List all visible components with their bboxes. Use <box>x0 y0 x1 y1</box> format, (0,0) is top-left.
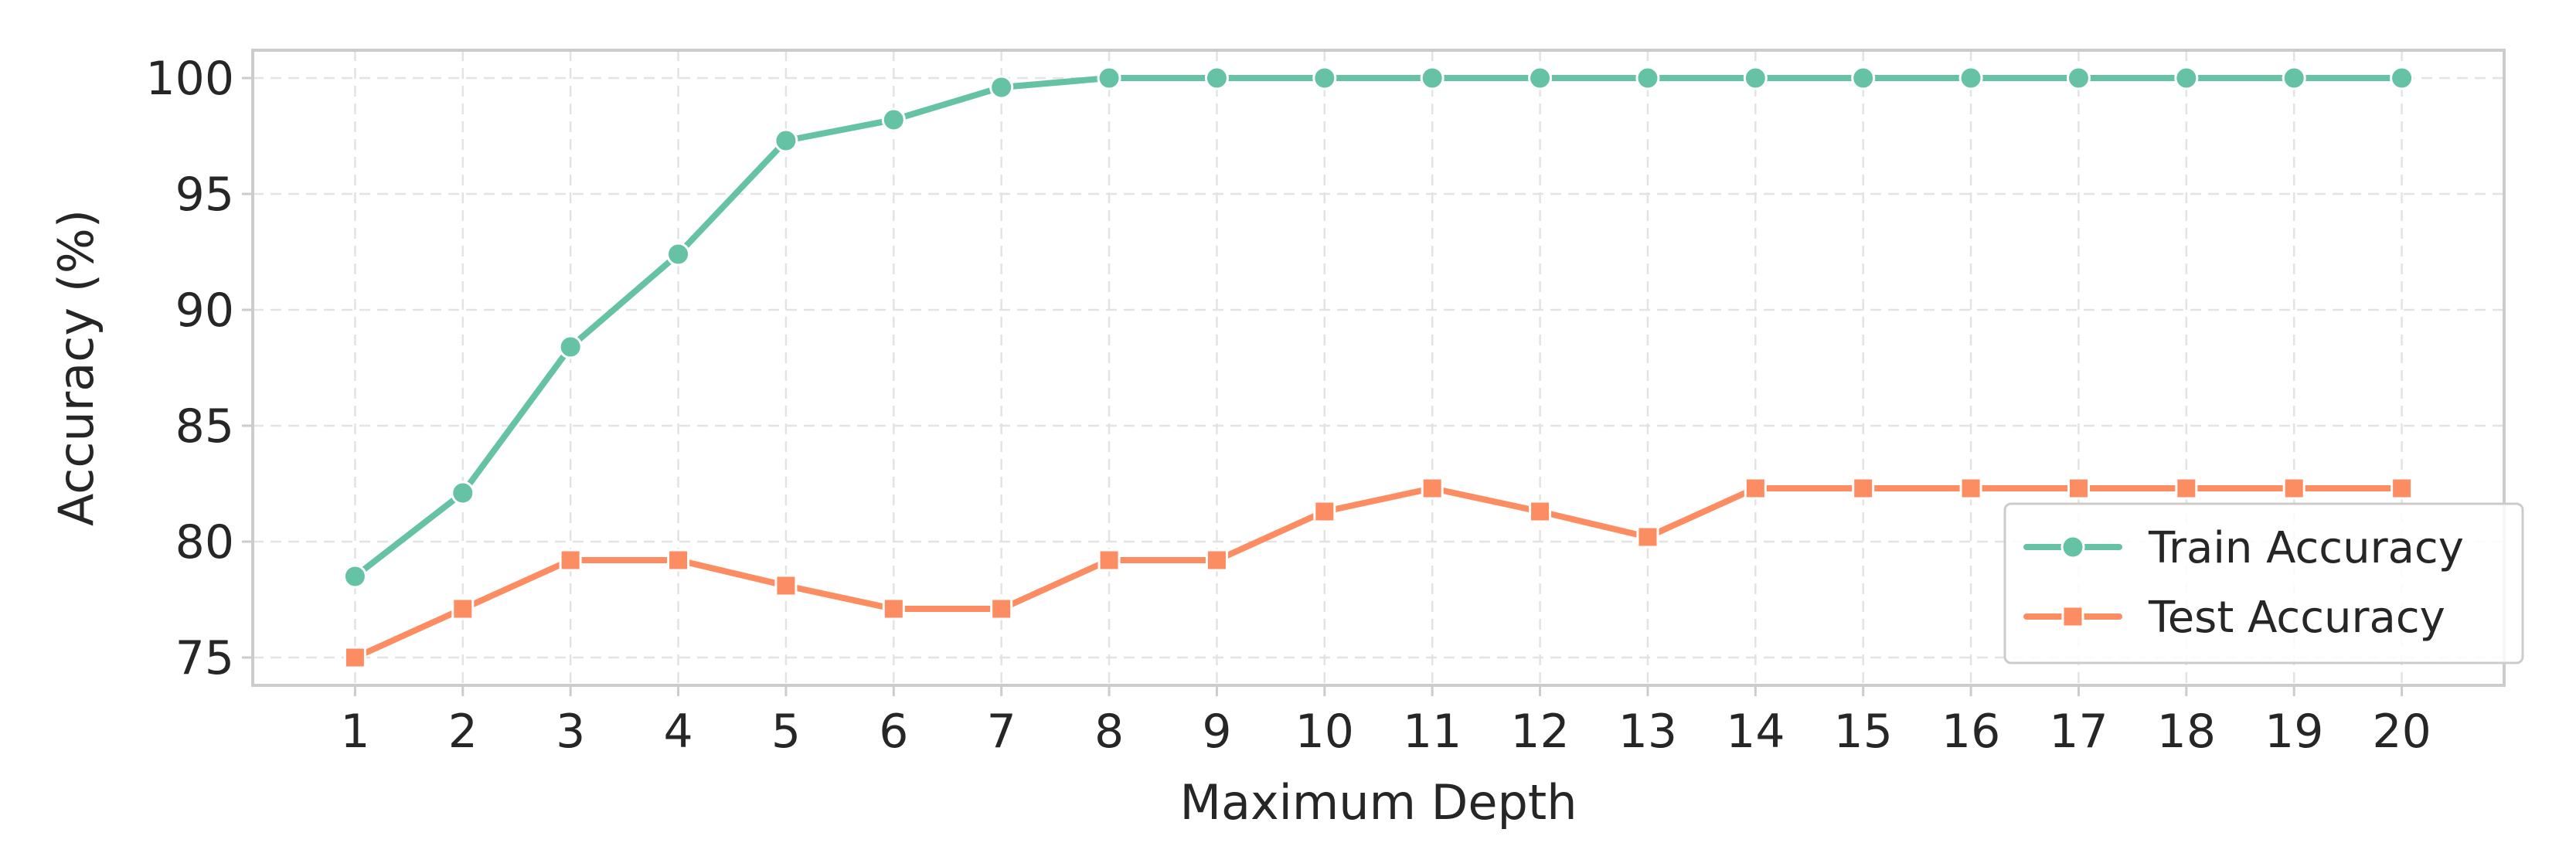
x-tick-label: 14 <box>1726 705 1785 759</box>
data-point <box>2175 477 2198 500</box>
data-point <box>2174 66 2199 90</box>
x-axis-label: Maximum Depth <box>1179 774 1577 831</box>
data-point <box>1420 66 1445 90</box>
y-tick-label: 75 <box>175 631 234 685</box>
data-point <box>451 597 475 620</box>
data-point <box>989 75 1014 100</box>
x-tick-label: 12 <box>1510 705 1569 759</box>
legend-item: Train Accuracy <box>2023 523 2464 573</box>
data-point <box>2282 477 2305 500</box>
x-tick-label: 5 <box>771 705 801 759</box>
x-tick-label: 9 <box>1202 705 1231 759</box>
series-train-accuracy <box>342 66 2414 589</box>
series-test-accuracy <box>343 477 2414 669</box>
data-point <box>1421 477 1444 500</box>
data-point <box>1097 549 1121 572</box>
legend-marker <box>2061 605 2084 628</box>
legend-item: Test Accuracy <box>2023 593 2445 643</box>
plot-area-frame <box>251 49 2506 687</box>
data-point <box>1528 66 1553 90</box>
x-tick-label: 11 <box>1403 705 1462 759</box>
x-tick-label: 19 <box>2265 705 2323 759</box>
data-point <box>1851 66 1876 90</box>
x-tick-label: 4 <box>663 705 692 759</box>
data-point <box>558 335 583 359</box>
series-line <box>352 75 2405 579</box>
data-point <box>1959 477 1982 500</box>
data-point <box>2066 66 2091 90</box>
data-point <box>2067 477 2090 500</box>
data-point <box>1958 66 1983 90</box>
y-tick-label: 80 <box>175 515 234 569</box>
data-point <box>1312 66 1337 90</box>
data-point <box>342 564 367 589</box>
x-tick-label: 8 <box>1094 705 1124 759</box>
x-tick-label: 17 <box>2049 705 2108 759</box>
data-point <box>1313 500 1336 523</box>
data-point <box>666 242 691 267</box>
legend: Train Accuracy Test Accuracy <box>2003 502 2524 664</box>
y-tick-label: 95 <box>175 168 234 222</box>
legend-box <box>2003 502 2524 664</box>
x-tick-label: 7 <box>987 705 1016 759</box>
data-point <box>343 646 366 669</box>
data-point <box>2391 477 2414 500</box>
series-group <box>342 66 2414 669</box>
x-tick-label: 2 <box>448 705 478 759</box>
x-tick-label: 18 <box>2157 705 2216 759</box>
data-point <box>774 574 798 597</box>
legend-label: Test Accuracy <box>2148 593 2445 643</box>
data-point <box>1744 477 1767 500</box>
data-point <box>881 107 906 132</box>
x-tick-label: 16 <box>1941 705 2000 759</box>
data-point <box>774 128 798 153</box>
x-tick-label: 3 <box>556 705 585 759</box>
data-point <box>2390 66 2414 90</box>
data-point <box>1097 66 1121 90</box>
axis-ticks: 1 2 3 4 5 6 7 8 9 10 11 12 13 14 15 16 17 18 19 20758085909… <box>145 52 2431 759</box>
data-point <box>882 597 905 620</box>
legend-marker <box>2060 535 2085 559</box>
data-point <box>1636 525 1659 549</box>
x-tick-label: 1 <box>340 705 369 759</box>
data-point <box>667 549 690 572</box>
x-tick-label: 10 <box>1295 705 1354 759</box>
y-axis-label: Accuracy (%) <box>48 209 104 526</box>
data-point <box>1635 66 1660 90</box>
data-point <box>1205 549 1228 572</box>
x-tick-label: 15 <box>1834 705 1893 759</box>
y-tick-label: 85 <box>175 399 234 454</box>
series-line <box>352 485 2405 661</box>
y-tick-label: 90 <box>175 284 234 338</box>
data-point <box>451 481 475 505</box>
data-point <box>1204 66 1229 90</box>
data-point <box>559 549 582 572</box>
data-point <box>2282 66 2306 90</box>
legend-label: Train Accuracy <box>2148 523 2464 573</box>
data-point <box>990 597 1013 620</box>
y-tick-label: 100 <box>145 52 234 106</box>
data-point <box>1852 477 1875 500</box>
data-point <box>1529 500 1552 523</box>
x-tick-label: 13 <box>1618 705 1677 759</box>
data-point <box>1743 66 1768 90</box>
x-tick-label: 20 <box>2372 705 2431 759</box>
x-tick-label: 6 <box>879 705 908 759</box>
